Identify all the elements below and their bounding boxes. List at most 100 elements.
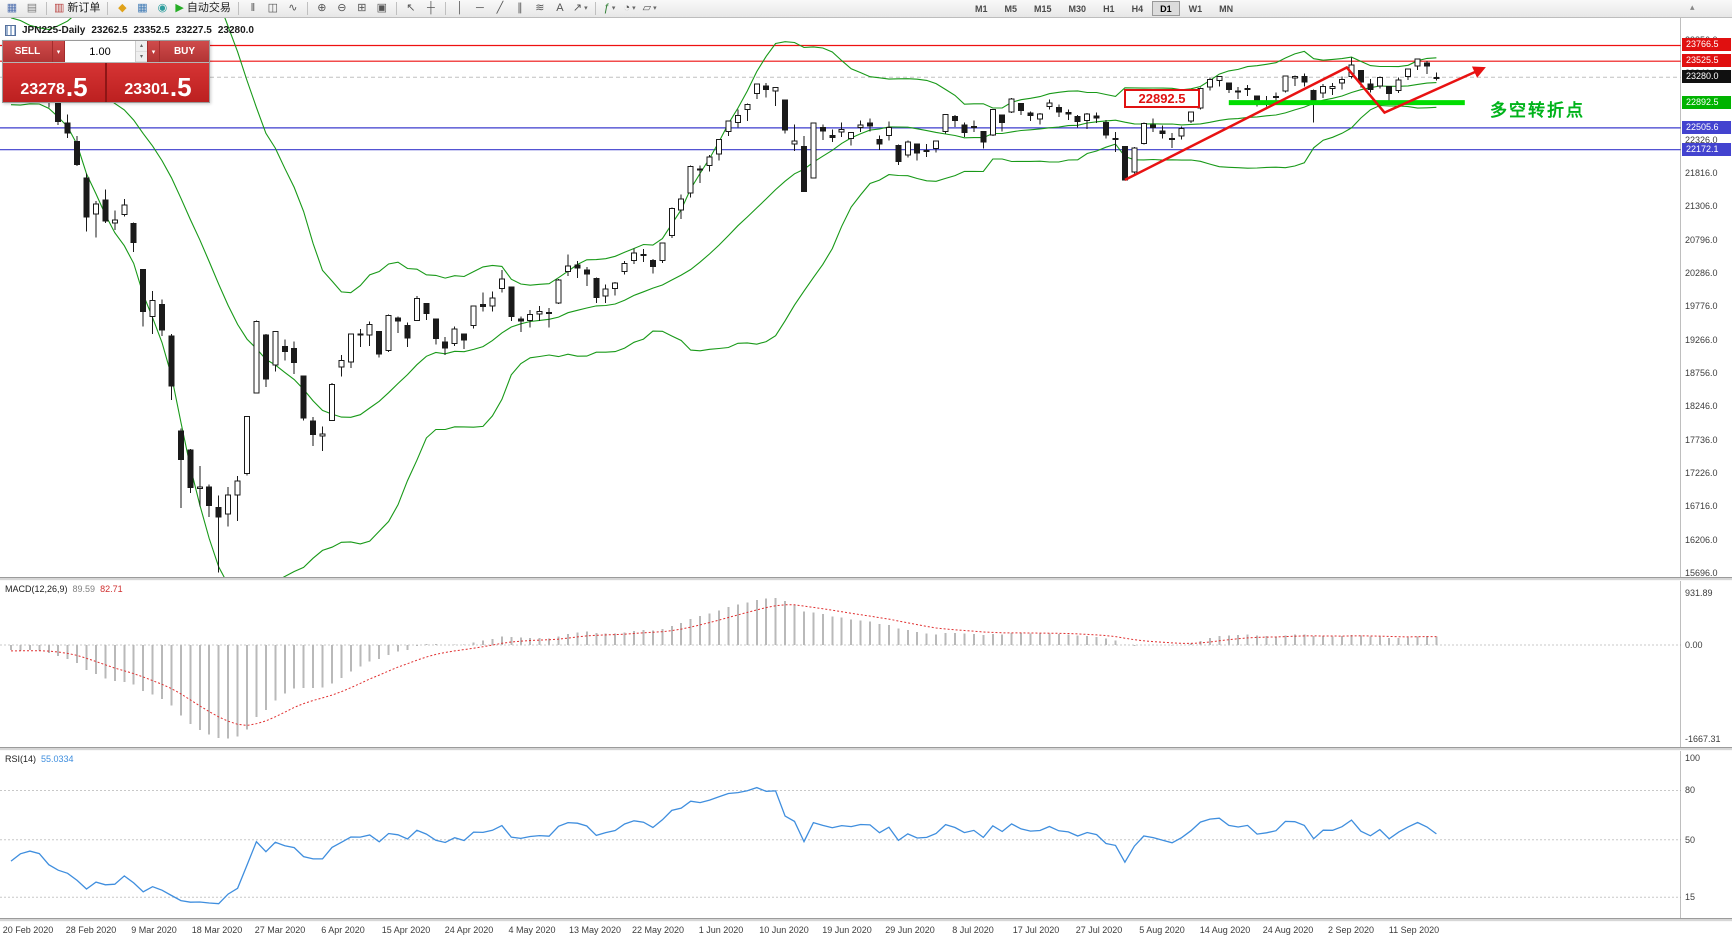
price-axis-label: 16206.0 <box>1685 534 1718 545</box>
crosshair-icon[interactable]: ┼ <box>426 2 435 14</box>
price-axis-label: 17736.0 <box>1685 434 1718 445</box>
macd-main-value: 89.59 <box>72 584 96 594</box>
ohlc-close: 23280.0 <box>217 25 254 36</box>
timeframe-d1[interactable]: D1 <box>1152 1 1180 16</box>
terminal-icon[interactable]: ▦ <box>137 2 148 14</box>
toolbar-items: ▦ ▤ ▥ 新订单 ◆ ▦ ◉ ▶ 自动交易 ‖ ◫ ∿ ⊕ ⊖ ⊞ ▣ ↖ ┼ │ ─ ╱ ∥ ≋ A ↗ ▾ ƒ ▾ ◔ ▾ ▱ ▾ <box>3 1 659 16</box>
indicators-icon[interactable]: ƒ ▾ <box>603 2 616 14</box>
date-axis-label: 28 Feb 2020 <box>65 925 117 935</box>
chart-profiles-icon[interactable]: ▤ <box>26 2 38 14</box>
timeframe-h4[interactable]: H4 <box>1131 4 1144 14</box>
price-axis-label: 21816.0 <box>1685 167 1718 178</box>
toolbar-overflow-icon[interactable]: ▴ <box>1690 2 1695 12</box>
date-axis-separator <box>0 918 1732 922</box>
trend-zigzag-line <box>1124 65 1486 182</box>
periods-icon[interactable]: ◔ ▾ <box>623 2 636 14</box>
price-marker-box: 23525.5 <box>1682 54 1731 68</box>
candlestick-chart-icon[interactable]: ◫ <box>267 2 279 14</box>
main-toolbar: ▦ ▤ ▥ 新订单 ◆ ▦ ◉ ▶ 自动交易 ‖ ◫ ∿ ⊕ ⊖ ⊞ ▣ ↖ ┼ │ ─ ╱ ∥ ≋ A ↗ ▾ ƒ ▾ ◔ ▾ ▱ ▾ M1… <box>0 0 1732 18</box>
spinner-up-icon[interactable]: ▴ <box>136 41 147 52</box>
macd-indicator-label: MACD(12,26,9) 89.59 82.71 <box>5 584 123 594</box>
timeframe-mn[interactable]: MN <box>1219 4 1234 14</box>
sell-options-dropdown[interactable]: ▾ <box>52 41 65 62</box>
bar-chart-icon[interactable]: ‖ <box>250 2 256 14</box>
text-label-icon[interactable]: A <box>556 2 564 14</box>
support-price-annotation[interactable]: 22892.5 <box>1124 89 1200 108</box>
timeframe-m30[interactable]: M30 <box>1068 4 1087 14</box>
toolbar-separator <box>395 2 397 15</box>
strategy-tester-icon[interactable]: ◉ <box>157 2 168 14</box>
volume-input[interactable] <box>65 41 135 62</box>
cursor-icon[interactable]: ↖ <box>406 2 416 14</box>
spinner-down-icon[interactable]: ▾ <box>136 51 147 62</box>
autotrading-button[interactable]: ▶ 自动交易 <box>175 2 231 14</box>
arrows-icon[interactable]: ↗ ▾ <box>572 2 588 14</box>
new-chart-icon[interactable]: ▦ <box>6 2 18 14</box>
macd-panel-separator[interactable] <box>0 577 1732 581</box>
date-axis-label: 8 Jul 2020 <box>952 925 994 935</box>
rsi-axis-label: 100 <box>1685 752 1701 763</box>
sell-price: 23278 <box>20 81 65 98</box>
buy-button[interactable]: BUY <box>160 41 209 62</box>
vertical-line-icon[interactable]: │ <box>456 2 464 14</box>
price-axis-label: 18246.0 <box>1685 401 1718 412</box>
buy-options-dropdown[interactable]: ▾ <box>147 41 160 62</box>
macd-histogram <box>10 598 1438 739</box>
fibonacci-icon[interactable]: ≋ <box>535 2 545 14</box>
date-axis-label: 24 Apr 2020 <box>444 925 494 935</box>
macd-signal-line <box>10 604 1437 726</box>
line-chart-icon[interactable]: ∿ <box>288 2 298 14</box>
rsi-indicator-label: RSI(14) 55.0334 <box>5 754 74 764</box>
timeframe-w1[interactable]: W1 <box>1188 4 1203 14</box>
ohlc-open: 23262.5 <box>91 25 128 36</box>
timeframe-group: M1 M5 M15 M30 H1 H4 D1 W1 MN <box>967 1 1241 16</box>
price-axis[interactable]: 23856.023346.022836.022326.021816.021306… <box>1681 18 1732 922</box>
toolbar-separator <box>107 2 109 15</box>
sell-button[interactable]: SELL <box>3 41 52 62</box>
rsi-axis-label: 15 <box>1685 892 1696 903</box>
zoom-out-icon[interactable]: ⊖ <box>337 2 347 14</box>
ohlc-low: 23227.5 <box>175 25 212 36</box>
horizontal-line-icon[interactable]: ─ <box>475 2 484 14</box>
metaeditor-icon[interactable]: ◆ <box>118 2 127 14</box>
date-axis-label: 29 Jun 2020 <box>885 925 935 935</box>
price-axis-label: 20796.0 <box>1685 234 1718 245</box>
channel-icon[interactable]: ∥ <box>517 2 523 14</box>
chevron-down-icon: ▾ <box>56 48 61 56</box>
timeframe-m5[interactable]: M5 <box>1004 4 1018 14</box>
toolbar-separator <box>237 2 239 15</box>
price-marker-box: 22505.6 <box>1682 120 1731 134</box>
date-axis-label: 18 Mar 2020 <box>191 925 243 935</box>
buy-price-panel[interactable]: 23301 .5 <box>107 63 209 102</box>
date-axis[interactable]: 20 Feb 2020 28 Feb 2020 9 Mar 2020 18 Mar 2… <box>0 922 1732 944</box>
date-axis-label: 4 May 2020 <box>508 925 556 935</box>
macd-axis-label: 931.89 <box>1685 587 1713 598</box>
trendline-icon[interactable]: ╱ <box>496 2 504 14</box>
chart-canvas[interactable] <box>0 18 1732 944</box>
rsi-panel-layer <box>0 786 1681 905</box>
date-axis-label: 9 Mar 2020 <box>131 925 177 935</box>
new-order-button[interactable]: ▥ 新订单 <box>54 2 101 14</box>
timeframe-m1[interactable]: M1 <box>975 4 988 14</box>
rsi-axis-label: 80 <box>1685 785 1696 796</box>
timeframe-m15[interactable]: M15 <box>1034 4 1052 14</box>
sell-price-panel[interactable]: 23278 .5 <box>3 63 107 102</box>
price-axis-label: 19266.0 <box>1685 334 1718 345</box>
tile-windows-icon[interactable]: ⊞ <box>357 2 367 14</box>
timeframe-h1[interactable]: H1 <box>1103 4 1115 14</box>
macd-name: MACD(12,26,9) <box>5 584 68 594</box>
price-axis-label: 16716.0 <box>1685 501 1718 512</box>
cascade-windows-icon[interactable]: ▣ <box>376 2 388 14</box>
turning-point-annotation[interactable]: 多空转折点 <box>1490 101 1585 120</box>
main-chart-layer <box>0 18 1681 581</box>
sell-price-pips: .5 <box>65 72 88 103</box>
zoom-in-icon[interactable]: ⊕ <box>317 2 327 14</box>
price-axis-label: 19776.0 <box>1685 301 1718 312</box>
rsi-panel-separator[interactable] <box>0 747 1732 751</box>
ohlc-high: 23352.5 <box>133 25 170 36</box>
price-marker-box: 22892.5 <box>1682 95 1731 109</box>
templates-icon[interactable]: ▱ ▾ <box>642 2 657 14</box>
one-click-trading-widget: SELL ▾ ▴ ▾ ▾ BUY 23278 .5 23301 .5 <box>2 40 210 103</box>
date-axis-label: 10 Jun 2020 <box>759 925 809 935</box>
buy-price: 23301 <box>124 81 169 98</box>
